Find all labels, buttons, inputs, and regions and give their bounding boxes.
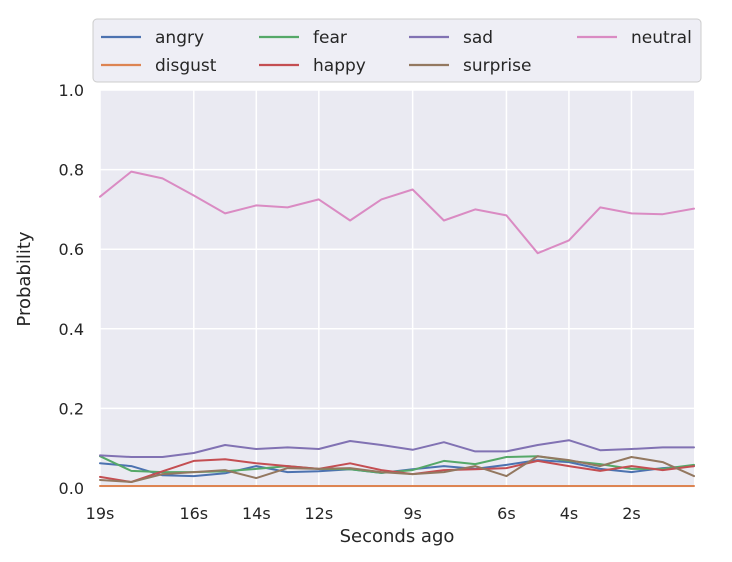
- plot-background: [100, 90, 694, 488]
- legend-label-surprise: surprise: [463, 56, 531, 76]
- y-tick-label: 0.0: [59, 479, 84, 498]
- y-tick-label: 0.4: [59, 320, 84, 339]
- x-axis-title: Seconds ago: [340, 526, 455, 547]
- series-line-neutral: [99, 170, 695, 255]
- x-tick-label: 9s: [403, 504, 422, 523]
- legend-box: [92, 18, 702, 83]
- x-tick-label: 14s: [242, 504, 271, 523]
- y-axis-title: Probability: [14, 231, 35, 326]
- legend-label-disgust: disgust: [155, 56, 217, 76]
- legend-label-fear: fear: [313, 28, 347, 48]
- y-tick-label: 1.0: [59, 81, 84, 100]
- x-tick-label: 19s: [86, 504, 115, 523]
- y-tick-labels: 0.0 0.2 0.4 0.6 0.8 1.0: [59, 81, 84, 498]
- x-tick-labels: 19s 16s 14s 12s 9s 6s 4s 2s: [86, 504, 641, 523]
- legend: angry disgust fear happy sad surprise neutral: [92, 18, 702, 83]
- legend-label-happy: happy: [313, 56, 366, 76]
- x-tick-label: 12s: [304, 504, 333, 523]
- x-tick-label: 16s: [179, 504, 208, 523]
- series-line-sad: [99, 439, 695, 458]
- y-gridlines: [100, 89, 694, 489]
- series-lines: [99, 170, 695, 487]
- series-line-surprise: [99, 455, 695, 483]
- y-tick-label: 0.6: [59, 240, 84, 259]
- legend-label-angry: angry: [155, 28, 204, 48]
- y-tick-label: 0.8: [59, 161, 84, 180]
- legend-label-sad: sad: [463, 28, 493, 48]
- x-tick-label: 2s: [622, 504, 641, 523]
- legend-items: angry disgust fear happy sad surprise neutral: [101, 28, 692, 76]
- x-tick-label: 6s: [497, 504, 516, 523]
- x-gridlines: [99, 90, 633, 488]
- legend-label-neutral: neutral: [631, 28, 692, 48]
- y-tick-label: 0.2: [59, 399, 84, 418]
- x-tick-label: 4s: [560, 504, 579, 523]
